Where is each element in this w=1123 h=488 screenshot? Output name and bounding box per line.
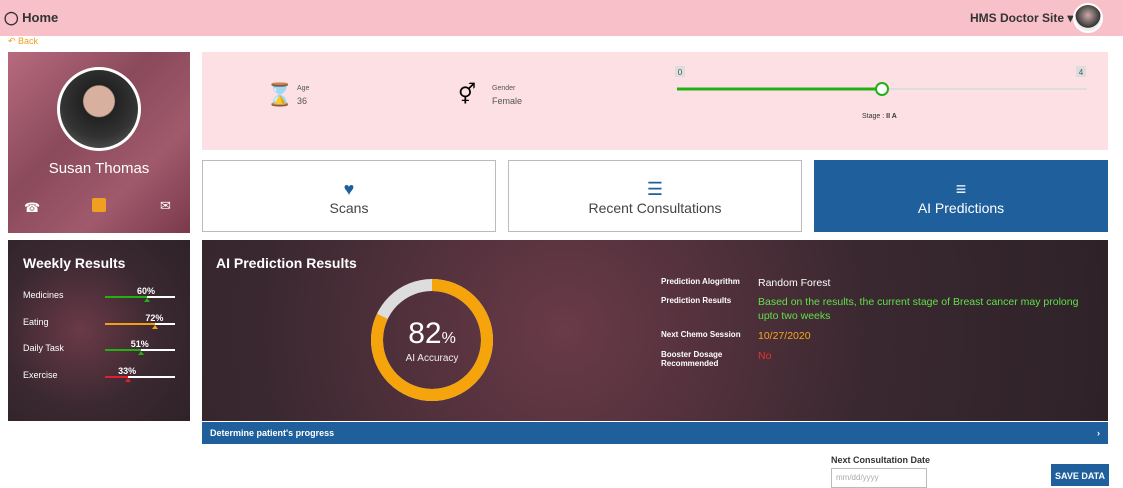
weekly-bar [105,296,147,298]
mail-icon[interactable]: ✉ [160,198,171,213]
tab-consultations[interactable]: ☰ Recent Consultations [508,160,802,232]
gender-value: Female [492,96,523,106]
patient-name: Susan Thomas [48,160,150,177]
weekly-track [105,375,175,378]
gender-icon: ⚥ [458,84,477,106]
profile-photo [57,67,141,151]
age-value: 36 [297,96,308,106]
stage-name: II A [886,113,897,120]
prediction-title: AI Prediction Results [216,255,357,271]
weekly-marker [137,351,144,355]
slider-max-box [1076,66,1086,77]
row-value: 10/27/2020 [758,330,811,342]
home-link[interactable]: ◯ Home [4,10,59,25]
weekly-marker [125,377,132,382]
back-link[interactable]: ↶ Back [8,36,39,46]
weekly-value-label: 72% [145,312,164,323]
back-text[interactable]: Back [18,36,39,46]
age-icon: ⌛ [266,82,294,107]
weekly-item-name: Daily Task [23,343,64,353]
slider-min: 0 [678,68,683,77]
consultation-label: Next Consultation Date [831,455,931,465]
weekly-results: Weekly Results Medicines 60% Eating 72% Dail… [8,240,190,421]
gender-label: Gender [492,85,516,92]
accuracy-text: 82% [367,317,497,351]
accuracy-value: 82 [408,317,442,350]
weekly-bar [105,349,141,351]
top-bar: ◯ Home HMS Doctor Site ▾ [0,0,1123,36]
accuracy-ring [371,279,493,401]
save-button[interactable]: SAVE DATA [1051,464,1109,486]
phone-icon[interactable]: ☎ [24,200,41,215]
tab-label[interactable]: Scans [329,200,369,216]
row-value: No [758,350,772,362]
tab-label[interactable]: AI Predictions [917,200,1005,216]
row-value: Based on the results, the current stage … [758,296,1079,322]
weekly-track [105,349,175,351]
weekly-value-label: 33% [118,365,137,376]
accuracy-label: AI Accuracy [405,353,459,364]
weekly-track [105,322,175,325]
slider-max: 4 [1079,68,1084,77]
site-name[interactable]: HMS Doctor Site [970,11,1065,25]
weekly-value-label: 60% [137,286,156,296]
ring-value [371,279,493,401]
row-label: Prediction Alogrithm [661,277,740,286]
weekly-value-label: 51% [130,339,149,349]
row-value: Random Forest [758,277,831,289]
row-label: Next Chemo Session [661,330,741,339]
weekly-item-name: Medicines [23,290,64,300]
row-label: Prediction Results [661,296,732,305]
weekly-title: Weekly Results [23,255,126,271]
date-input[interactable]: mm/dd/yyyy [831,468,927,488]
weekly-item-name: Eating [23,316,49,327]
weekly-bar [105,375,129,378]
accuracy-unit: % [441,330,456,347]
tab-ai-predictions[interactable]: ≡ AI Predictions [814,160,1108,232]
progress-bar[interactable]: Determine patient's progress › [202,422,1108,444]
weekly-bar [105,322,156,325]
progress-text[interactable]: Determine patient's progress [210,428,335,438]
home-title[interactable]: Home [22,10,59,25]
tab-label[interactable]: Recent Consultations [588,200,722,216]
stage-label: Stage : [862,113,887,120]
weekly-marker [152,324,159,329]
slider-thumb [875,82,889,96]
user-avatar[interactable] [1073,3,1103,33]
stage-text: Stage : II A [862,113,897,120]
weekly-track [105,296,175,298]
age-label: Age [297,85,310,92]
profile-card: Susan Thomas ☎ ✉ [8,52,190,233]
slider-min-box [675,66,685,77]
weekly-marker [144,298,150,302]
row-label: Booster Dosage Recommended [661,350,723,368]
weekly-item-name: Exercise [23,369,58,380]
prediction-panel: AI Prediction Results 82% AI Accuracy Pr… [202,240,1108,421]
tab-scans[interactable]: ♥ Scans [202,160,496,232]
site-menu[interactable]: HMS Doctor Site ▾ [970,11,1074,25]
contact-icon[interactable] [92,198,106,212]
